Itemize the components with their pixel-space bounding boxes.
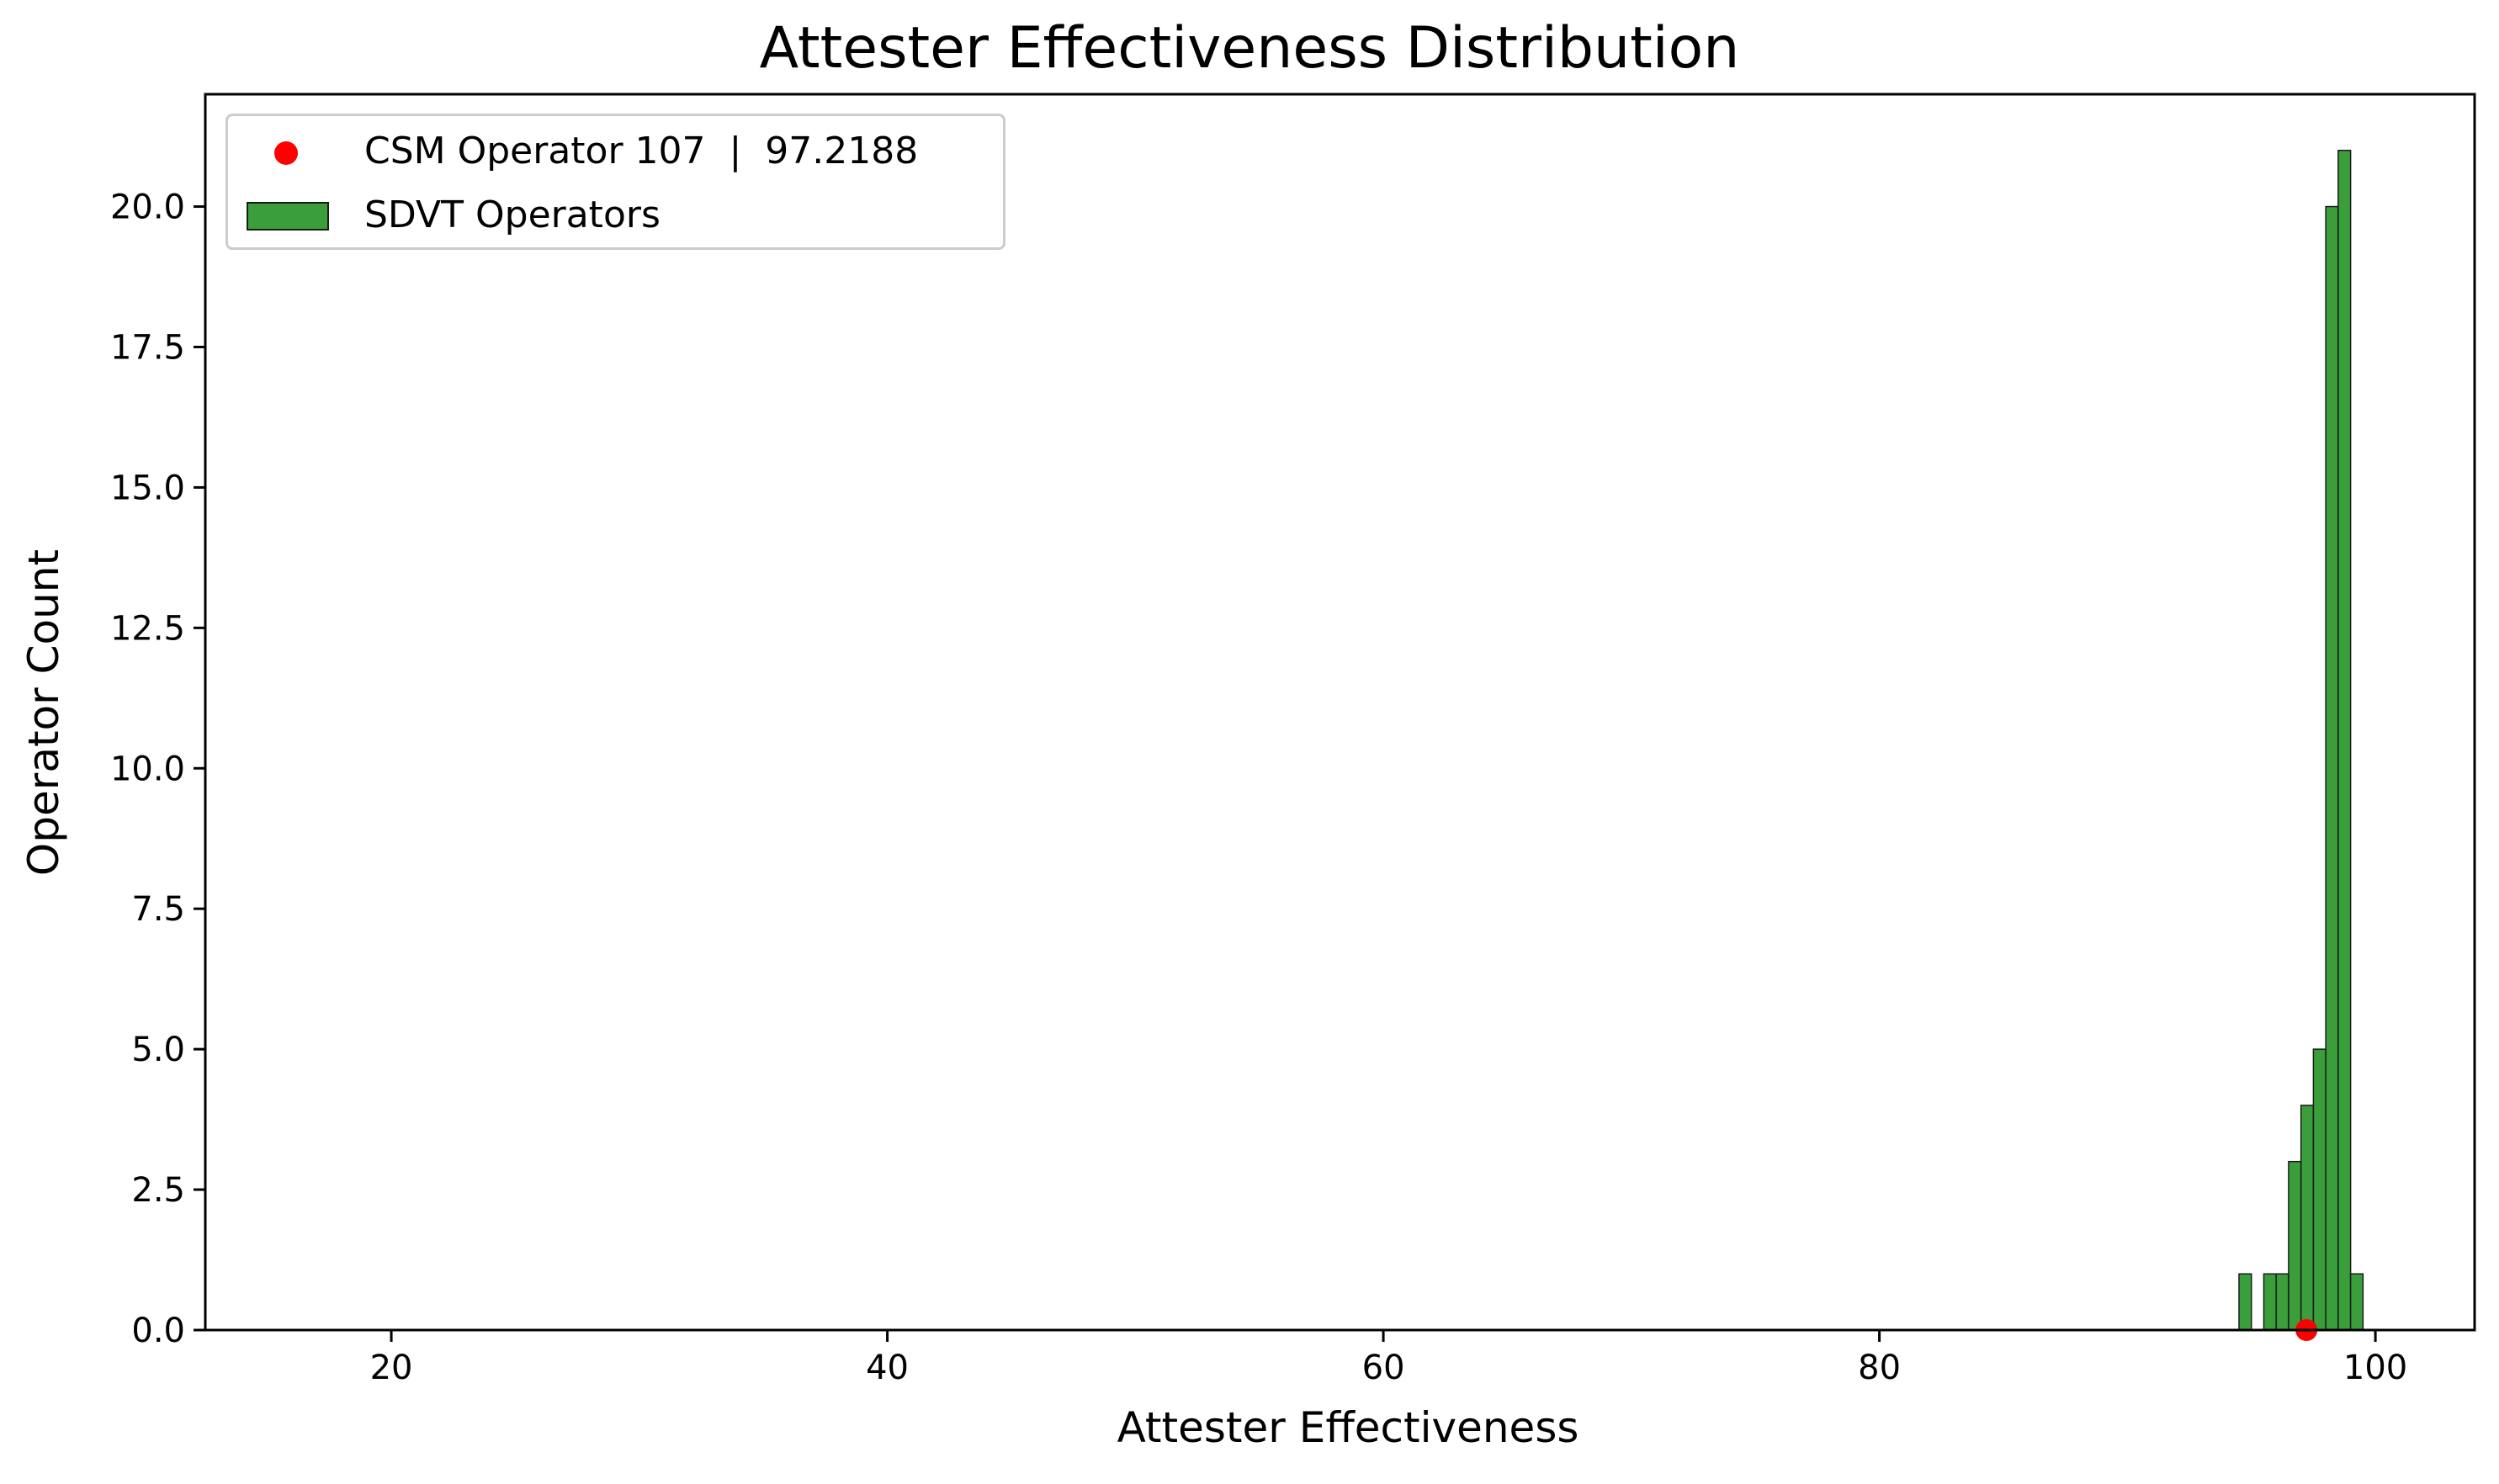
x-tick-label: 80 <box>1858 1349 1901 1387</box>
chart-title: Attester Effectiveness Distribution <box>759 15 1740 82</box>
legend-label-sdvt: SDVT Operators <box>364 193 661 236</box>
histogram-bar-8 <box>2337 150 2352 1331</box>
y-ticks: 0.0 2.5 5.0 7.5 10.0 12.5 15.0 17.5 20.0 <box>110 188 205 1350</box>
histogram-bar-4 <box>2288 1160 2302 1331</box>
x-tick-label: 60 <box>1362 1349 1405 1387</box>
y-tick-label: 7.5 <box>131 890 185 929</box>
y-tick-label: 15.0 <box>110 469 185 507</box>
legend-patch-icon <box>247 202 329 231</box>
legend-dot-icon <box>274 141 298 165</box>
x-tick-label: 20 <box>370 1349 413 1387</box>
histogram-bar-5 <box>2300 1105 2315 1331</box>
histogram-bar-9 <box>2349 1273 2364 1331</box>
legend-label-csm: CSM Operator 107 | 97.2188 <box>364 130 919 172</box>
y-tick-label: 12.5 <box>110 609 185 648</box>
legend-item-csm: CSM Operator 107 | 97.2188 <box>228 123 1003 182</box>
histogram-bar-7 <box>2325 205 2339 1331</box>
y-tick-label: 5.0 <box>131 1031 185 1069</box>
x-tick-label: 40 <box>866 1349 909 1387</box>
y-tick-label: 17.5 <box>110 328 185 367</box>
legend: CSM Operator 107 | 97.2188 SDVT Operator… <box>225 114 1005 250</box>
y-tick-label: 0.0 <box>131 1312 185 1350</box>
histogram-bar-6 <box>2312 1048 2327 1331</box>
axes-frame <box>204 93 2476 1332</box>
y-tick-label: 10.0 <box>110 750 185 788</box>
x-tick-label: 100 <box>2343 1349 2407 1387</box>
histogram-bar-3 <box>2275 1273 2289 1331</box>
x-axis-label: Attester Effectiveness <box>1117 1403 1579 1452</box>
legend-item-sdvt: SDVT Operators <box>228 187 1003 246</box>
y-tick-label: 2.5 <box>131 1171 185 1210</box>
histogram-bar-2 <box>2263 1273 2277 1331</box>
x-ticks: 20 40 60 80 100 <box>370 1330 2407 1387</box>
histogram-bar-0 <box>2238 1273 2252 1331</box>
y-tick-label: 20.0 <box>110 188 185 227</box>
histogram-bars <box>2238 150 2364 1331</box>
